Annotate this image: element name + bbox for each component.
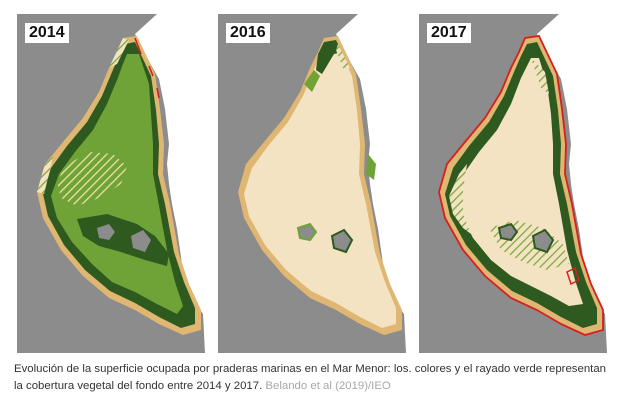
lost-meadow-outline [438,35,604,336]
lagoon-map-2014 [37,14,210,353]
hatched-north [109,38,129,68]
map-panel-2017: 2017 [419,14,612,353]
meadow-east-edge [366,154,376,180]
island-2 [533,230,553,252]
island-1 [97,224,115,240]
island-2 [131,230,151,252]
lagoon-map-2017 [438,14,612,353]
island-1-ring [296,222,318,242]
hatched-rim-west [449,164,471,234]
hatched-edge [37,156,53,194]
open-sea [537,14,612,353]
island-1 [499,224,517,240]
meadow-north-remnant [316,40,342,74]
figure-caption: Evolución de la superficie ocupada por p… [14,361,610,395]
year-label-2017: 2017 [427,23,471,43]
island-2-ring [531,228,555,254]
lagoon-bare-bottom [244,42,396,328]
island-1 [298,224,316,240]
island-2 [332,230,352,252]
map-panel-2014: 2014 [17,14,210,353]
map-panel-2016: 2016 [218,14,411,353]
island-1-ring [497,222,519,242]
lost-meadow-patch [566,266,580,286]
open-sea [135,14,210,353]
hatched-meadow-centre [57,152,127,206]
lagoon-map-2016 [238,14,411,353]
open-sea [336,14,411,353]
year-label-2014: 2014 [25,23,69,43]
meadow-light-north [304,70,320,92]
year-label-2016: 2016 [226,23,270,43]
hatched-rim-north [531,58,549,94]
red-north-marks [134,37,160,99]
island-2-ring [330,228,354,254]
caption-text: Evolución de la superficie ocupada por p… [14,363,606,392]
hatched-north [336,44,350,70]
caption-credit: Belando et al (2019)/IEO [265,380,391,392]
